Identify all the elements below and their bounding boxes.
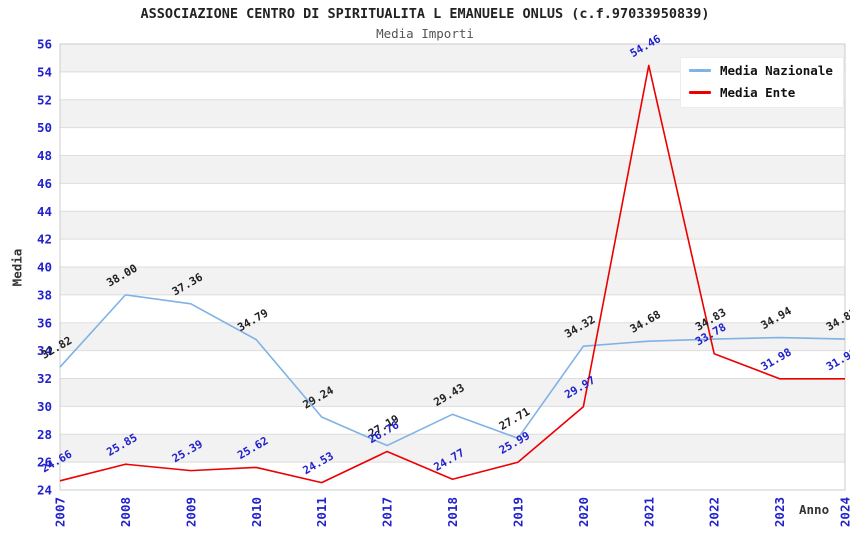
x-tick-label: 2007 xyxy=(53,497,68,527)
chart-subtitle: Media Importi xyxy=(376,26,474,41)
chart-title: ASSOCIAZIONE CENTRO DI SPIRITUALITA L EM… xyxy=(140,6,710,22)
point-label: 34.83 xyxy=(824,306,850,334)
x-tick-label: 2024 xyxy=(838,497,850,527)
y-tick-label: 56 xyxy=(37,37,52,52)
x-tick-label: 2023 xyxy=(772,497,787,527)
y-tick-label: 28 xyxy=(37,427,52,442)
y-tick-label: 26 xyxy=(37,455,52,470)
legend-label: Media Nazionale xyxy=(720,63,833,78)
x-tick-label: 2018 xyxy=(445,497,460,527)
y-tick-label: 36 xyxy=(37,315,52,330)
y-tick-label: 32 xyxy=(37,371,52,386)
x-tick-label: 2008 xyxy=(118,497,133,527)
x-tick-label: 2019 xyxy=(510,497,525,527)
y-tick-label: 40 xyxy=(37,260,52,275)
legend-item-media-ente: Media Ente xyxy=(689,85,833,100)
plot-band xyxy=(60,211,845,240)
series-line-1 xyxy=(59,64,845,484)
x-tick-label: 2017 xyxy=(380,497,395,527)
x-tick-label: 2009 xyxy=(183,497,198,527)
y-tick-label: 44 xyxy=(37,204,52,219)
legend-swatch-media-ente xyxy=(689,91,711,94)
legend-label: Media Ente xyxy=(720,85,796,100)
y-tick-label: 50 xyxy=(37,120,52,135)
plot-band xyxy=(60,378,845,407)
y-tick-label: 46 xyxy=(37,176,52,191)
plot-band xyxy=(60,322,845,351)
y-axis-title: Media xyxy=(9,248,25,287)
y-tick-label: 24 xyxy=(37,483,52,498)
y-tick-label: 48 xyxy=(37,148,52,163)
y-tick-label: 38 xyxy=(37,287,52,302)
plot-band xyxy=(60,155,845,184)
y-tick-label: 42 xyxy=(37,232,52,247)
series-line-0 xyxy=(59,294,846,447)
x-tick-label: 2022 xyxy=(707,497,722,527)
plot-band xyxy=(60,267,845,295)
y-tick-label: 54 xyxy=(37,64,52,79)
point-label: 24.66 xyxy=(39,447,75,475)
plot-border xyxy=(59,43,846,491)
point-label: 27.71 xyxy=(497,405,533,433)
x-tick-label: 2011 xyxy=(314,497,329,527)
legend-item-media-nazionale: Media Nazionale xyxy=(689,63,833,78)
plot-band xyxy=(60,434,845,463)
x-tick-label: 2020 xyxy=(576,497,591,527)
y-tick-label: 34 xyxy=(37,343,52,358)
x-tick-label: 2021 xyxy=(641,497,656,527)
y-tick-label: 30 xyxy=(37,399,52,414)
x-axis-title: Anno xyxy=(799,502,830,517)
legend-swatch-media-nazionale xyxy=(689,69,711,72)
y-tick-label: 52 xyxy=(37,92,52,107)
x-tick-label: 2010 xyxy=(249,497,264,527)
legend: Media Nazionale Media Ente xyxy=(680,57,844,108)
